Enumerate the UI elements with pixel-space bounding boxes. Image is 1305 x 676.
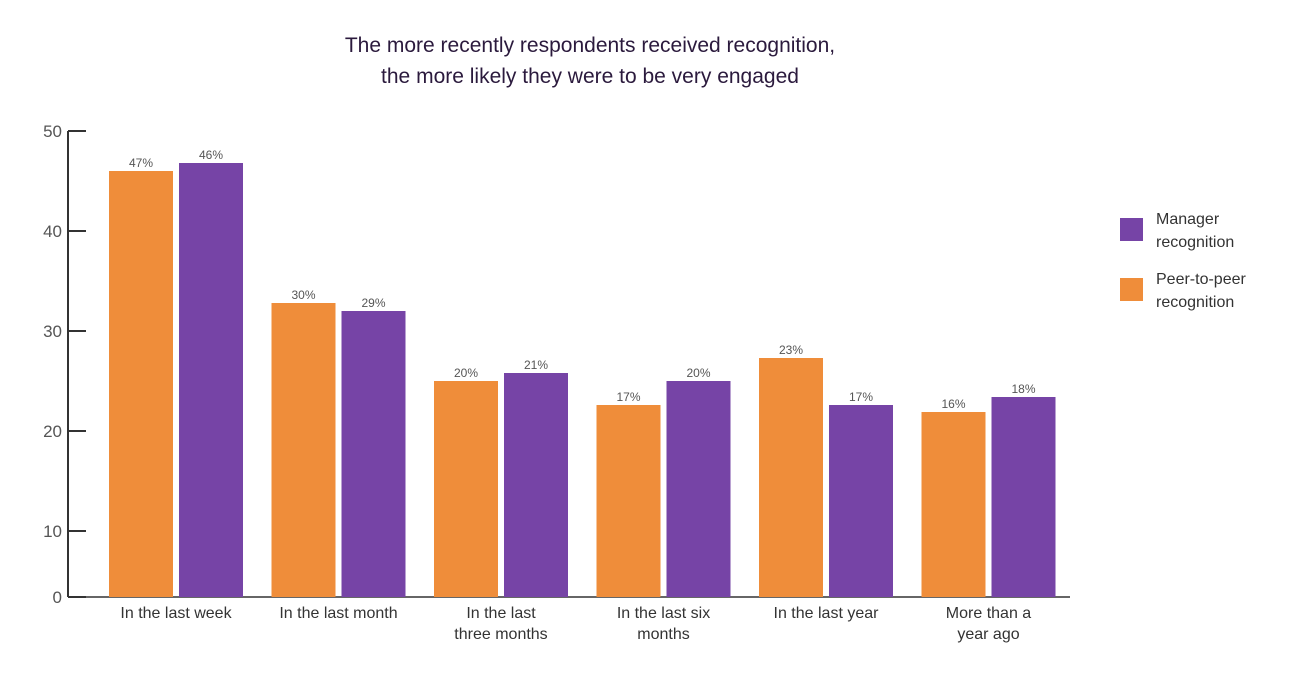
y-tick-label: 50 [43, 122, 62, 141]
chart-title: The more recently respondents received r… [250, 30, 930, 92]
bar-peer[interactable] [921, 412, 986, 597]
data-label: 17% [849, 390, 873, 404]
data-label: 20% [686, 366, 710, 380]
data-label: 21% [524, 358, 548, 372]
axes: 0 10 20 30 40 50 In the last week In the last m… [43, 122, 1070, 643]
bar-peer[interactable] [434, 381, 498, 597]
x-tick-label: year ago [957, 626, 1019, 643]
x-tick-label: three months [454, 626, 547, 643]
bar-manager[interactable] [991, 397, 1056, 597]
bar-manager[interactable] [504, 373, 568, 597]
x-tick-label: In the last six [617, 605, 710, 622]
bars [109, 163, 1056, 597]
data-label: 47% [129, 156, 153, 170]
data-label: 30% [291, 288, 315, 302]
data-label: 17% [616, 390, 640, 404]
bar-peer[interactable] [596, 405, 661, 597]
legend-swatch-manager [1120, 218, 1143, 241]
data-label: 18% [1011, 382, 1035, 396]
data-label: 16% [941, 397, 965, 411]
data-label: 20% [454, 366, 478, 380]
x-tick-label: months [637, 626, 689, 643]
data-label: 29% [361, 296, 385, 310]
legend: Manager recognition Peer-to-peer recogni… [1120, 208, 1276, 328]
x-tick-label: In the last month [279, 605, 397, 622]
chart-title-line-1: The more recently respondents received r… [344, 34, 836, 57]
y-tick-label: 20 [43, 422, 62, 441]
data-label: 23% [779, 343, 803, 357]
legend-item-manager[interactable]: Manager recognition [1120, 208, 1276, 254]
legend-label-peer: Peer-to-peer recognition [1156, 271, 1246, 311]
bar-peer[interactable] [271, 303, 336, 597]
chart-title-line-2: the more likely they were to be very eng… [381, 65, 799, 88]
data-label: 46% [199, 148, 223, 162]
y-tick-label: 30 [43, 322, 62, 341]
legend-label-manager: Manager recognition [1156, 211, 1235, 251]
bar-peer[interactable] [759, 358, 823, 597]
bar-peer[interactable] [109, 171, 173, 597]
x-tick-label: In the last [466, 605, 536, 622]
data-labels: 47% 46% 30% 29% 20% 21% 17% 20% 23% 17% 16% 18% [129, 148, 1036, 411]
legend-swatch-peer [1120, 278, 1143, 301]
y-tick-label: 40 [43, 222, 62, 241]
y-tick-label: 0 [53, 588, 62, 607]
y-tick-label: 10 [43, 522, 62, 541]
x-tick-label: In the last week [120, 605, 232, 622]
bar-manager[interactable] [666, 381, 731, 597]
x-tick-label: More than a [946, 605, 1031, 622]
bar-manager[interactable] [341, 311, 406, 597]
legend-item-peer[interactable]: Peer-to-peer recognition [1120, 268, 1276, 314]
bar-manager[interactable] [179, 163, 243, 597]
bar-manager[interactable] [829, 405, 893, 597]
x-tick-label: In the last year [774, 605, 880, 622]
